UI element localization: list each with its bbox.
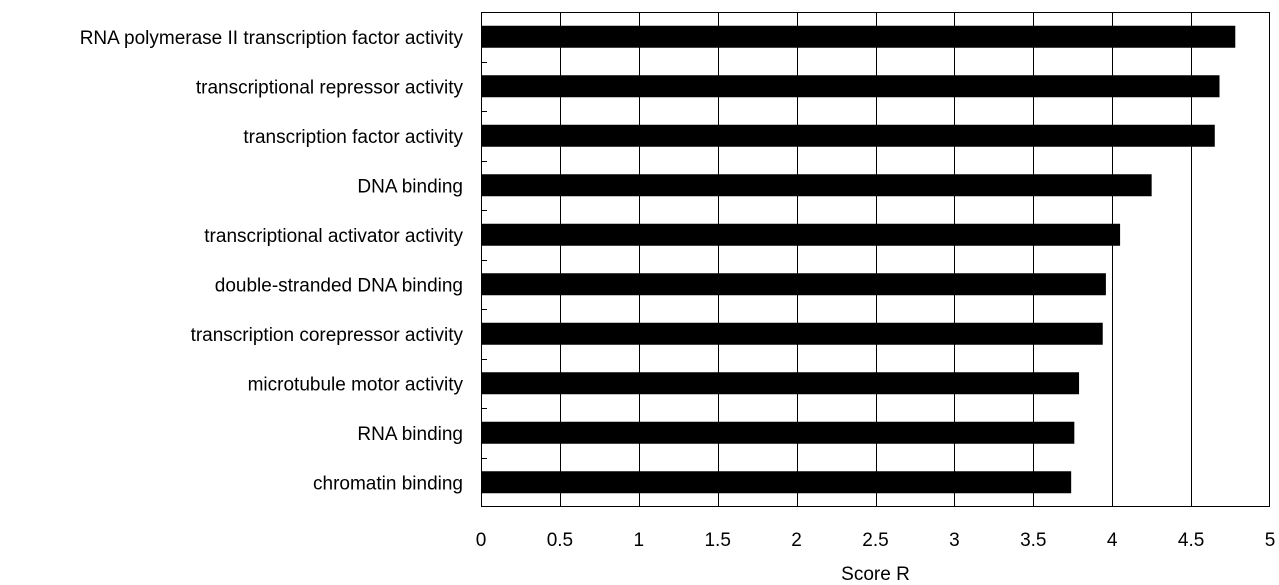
x-tick-label: 4 — [1107, 530, 1118, 551]
category-label: transcription corepressor activity — [191, 325, 464, 346]
bar — [481, 124, 1215, 147]
category-label: transcriptional activator activity — [204, 226, 463, 247]
x-tick-label: 5 — [1265, 530, 1276, 551]
category-label: RNA binding — [357, 424, 463, 445]
x-axis-title: Score R — [841, 564, 910, 585]
x-axis-labels: 0 0.5 1 1.5 2 2.5 3 3.5 4 4.5 5 — [476, 530, 1276, 551]
x-tick-label: 1.5 — [704, 530, 730, 551]
x-tick-label: 2 — [791, 530, 802, 551]
category-label: RNA polymerase II transcription factor a… — [80, 28, 464, 49]
x-tick-label: 1 — [634, 530, 645, 551]
category-label: DNA binding — [357, 176, 463, 197]
x-tick-label: 0 — [476, 530, 487, 551]
bar — [481, 322, 1103, 345]
x-tick-label: 4.5 — [1178, 530, 1204, 551]
category-label: transcription factor activity — [243, 127, 463, 148]
plot-frame — [481, 12, 1270, 507]
category-label: chromatin binding — [313, 473, 463, 494]
x-tick-label: 2.5 — [862, 530, 888, 551]
bars — [481, 25, 1236, 494]
bar — [481, 273, 1106, 296]
category-label: double-stranded DNA binding — [215, 275, 463, 296]
x-tick-label: 3.5 — [1020, 530, 1046, 551]
bar — [481, 25, 1236, 48]
bar — [481, 372, 1080, 395]
bar — [481, 421, 1075, 444]
y-axis-ticks — [481, 62, 487, 459]
x-tick-label: 3 — [949, 530, 960, 551]
category-label: microtubule motor activity — [248, 374, 464, 395]
bar — [481, 75, 1220, 98]
bar — [481, 223, 1121, 246]
bar — [481, 174, 1152, 197]
y-axis-labels: RNA polymerase II transcription factor a… — [80, 28, 464, 495]
category-label: transcriptional repressor activity — [196, 77, 464, 98]
x-tick-label: 0.5 — [547, 530, 573, 551]
bar — [481, 471, 1072, 494]
